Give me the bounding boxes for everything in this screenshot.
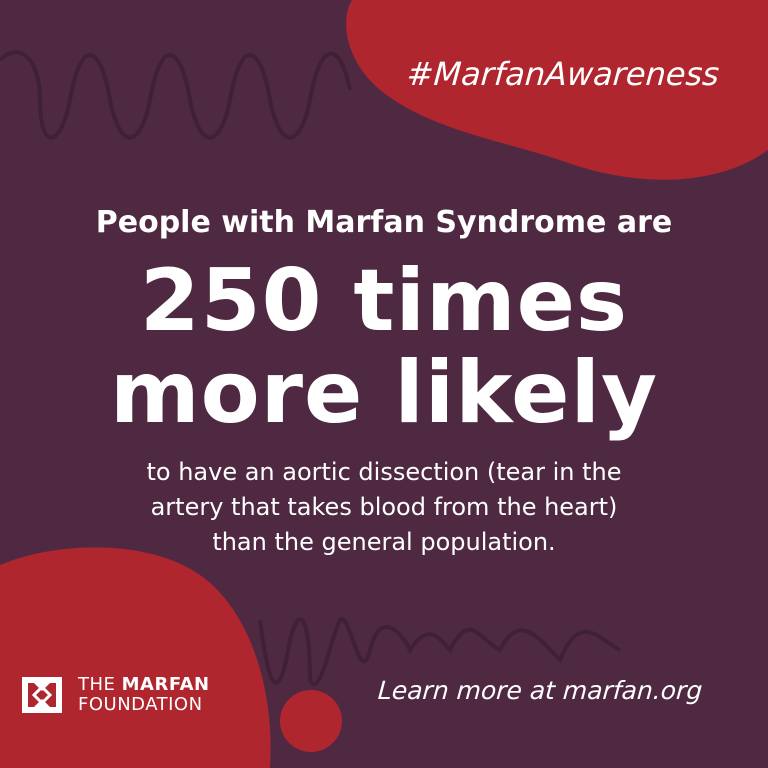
headline-line-2: more likely	[109, 343, 659, 443]
logo-text: THE MARFAN FOUNDATION	[78, 675, 210, 715]
headline-line-1: 250 times	[139, 251, 629, 351]
headline-stat: 250 times more likely	[0, 255, 768, 439]
top-left-squiggle	[0, 50, 352, 140]
logo-foundation: FOUNDATION	[78, 694, 203, 715]
body-line-2: artery that takes blood from the heart)	[150, 493, 618, 521]
red-dot	[280, 690, 342, 752]
top-right-blob	[346, 0, 768, 180]
learn-more-link: Learn more at marfan.org	[376, 676, 704, 705]
logo-marfan: MARFAN	[121, 674, 210, 695]
body-line-1: to have an aortic dissection (tear in th…	[146, 458, 622, 486]
headline-lead: People with Marfan Syndrome are	[95, 205, 673, 240]
body-line-3: than the general population.	[212, 528, 556, 556]
hashtag: #MarfanAwareness	[405, 55, 721, 93]
foundation-logo-icon	[22, 677, 62, 713]
body-text: to have an aortic dissection (tear in th…	[0, 455, 768, 560]
marfan-foundation-logo: THE MARFAN FOUNDATION	[20, 675, 210, 715]
bottom-squiggle	[258, 617, 621, 686]
logo-the: THE	[78, 674, 116, 695]
bottom-left-blob	[0, 547, 271, 768]
